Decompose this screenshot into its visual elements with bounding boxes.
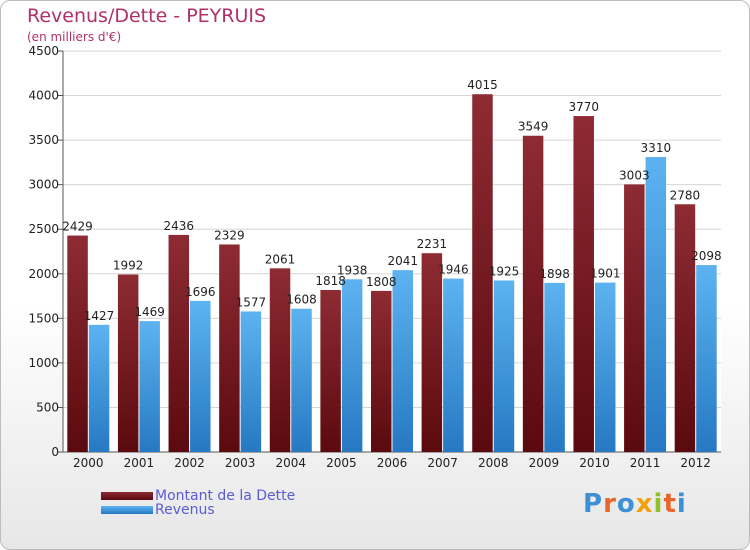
data-label: 1818 [315, 274, 346, 288]
data-label: 1427 [84, 309, 115, 323]
y-tick-label: 1000 [28, 356, 59, 370]
bar-revenus [443, 278, 464, 452]
x-tick-label: 2007 [427, 456, 458, 470]
data-label: 2780 [670, 188, 701, 202]
bar-revenus [645, 157, 667, 452]
legend-swatch-debt [101, 492, 153, 500]
y-tick-label: 4500 [28, 44, 59, 58]
y-tick-label: 500 [36, 400, 59, 414]
data-label: 1938 [337, 263, 368, 277]
x-tick-label: 2004 [275, 456, 306, 470]
chart-title: Revenus/Dette - PEYRUIS [27, 5, 267, 27]
bar-dette [472, 94, 493, 453]
y-tick-label: 2000 [28, 267, 59, 281]
chart-subtitle: (en milliers d'€) [27, 30, 122, 44]
data-label: 1946 [438, 263, 469, 277]
data-label: 2231 [417, 237, 448, 251]
data-label: 3310 [641, 141, 672, 155]
legend-item-revenus: Revenus [101, 502, 215, 518]
bar-revenus [594, 282, 616, 452]
bar-dette [117, 274, 139, 452]
bar-dette [168, 234, 190, 452]
data-label: 1901 [590, 267, 621, 281]
bar-revenus [544, 282, 565, 452]
bar-revenus [291, 308, 312, 452]
bar-revenus [190, 300, 211, 452]
data-label: 2429 [62, 220, 93, 234]
data-label: 2098 [691, 249, 722, 263]
legend-label-revenus: Revenus [155, 502, 215, 518]
x-tick-label: 2010 [579, 456, 610, 470]
bar-dette [624, 184, 645, 452]
data-label: 2436 [164, 219, 195, 233]
x-tick-label: 2006 [377, 456, 408, 470]
data-label: 1696 [185, 285, 216, 299]
x-tick-label: 2000 [73, 456, 104, 470]
bar-dette [269, 268, 291, 452]
data-label: 1808 [366, 275, 397, 289]
bar-revenus [696, 265, 717, 452]
x-tick-label: 2009 [529, 456, 560, 470]
bar-revenus [392, 270, 413, 452]
data-label: 3770 [568, 100, 599, 114]
y-tick-label: 2500 [28, 222, 59, 236]
data-label: 2041 [387, 254, 418, 268]
bar-dette [219, 244, 240, 452]
bar-dette [674, 204, 696, 452]
y-tick-label: 4000 [28, 89, 59, 103]
data-label: 2061 [265, 252, 296, 266]
bar-dette [67, 235, 88, 452]
bar-dette [522, 135, 544, 452]
data-label: 2329 [214, 228, 245, 242]
x-tick-label: 2003 [225, 456, 256, 470]
plot-area [63, 51, 721, 452]
data-label: 1608 [286, 293, 317, 307]
bar-dette [573, 116, 594, 452]
data-label: 1577 [236, 295, 267, 309]
data-label: 1469 [134, 305, 165, 319]
x-tick-label: 2005 [326, 456, 357, 470]
bar-dette [421, 253, 443, 452]
bar-revenus [240, 311, 262, 452]
data-label: 3003 [619, 168, 650, 182]
data-label: 3549 [518, 120, 549, 134]
bar-dette [371, 290, 392, 452]
x-tick-label: 2012 [680, 456, 711, 470]
data-label: 1992 [113, 258, 144, 272]
y-tick-label: 0 [51, 445, 59, 459]
bar-revenus [341, 279, 363, 452]
legend-label-debt: Montant de la Dette [155, 488, 296, 504]
legend-swatch-revenus [101, 506, 153, 514]
x-tick-label: 2001 [124, 456, 155, 470]
y-tick-label: 3500 [28, 133, 59, 147]
y-tick-label: 1500 [28, 311, 59, 325]
legend-item-debt: Montant de la Dette [101, 488, 296, 504]
bar-revenus [493, 280, 515, 452]
bar-revenus [88, 324, 110, 452]
x-tick-label: 2002 [174, 456, 205, 470]
bar-revenus [139, 321, 160, 452]
data-label: 4015 [467, 78, 498, 92]
x-tick-label: 2011 [630, 456, 661, 470]
x-tick-label: 2008 [478, 456, 509, 470]
y-tick-label: 3000 [28, 178, 59, 192]
data-label: 1925 [489, 264, 520, 278]
data-label: 1898 [539, 267, 570, 281]
proxiti-logo: Proxiti [583, 489, 687, 519]
bar-dette [320, 289, 341, 452]
